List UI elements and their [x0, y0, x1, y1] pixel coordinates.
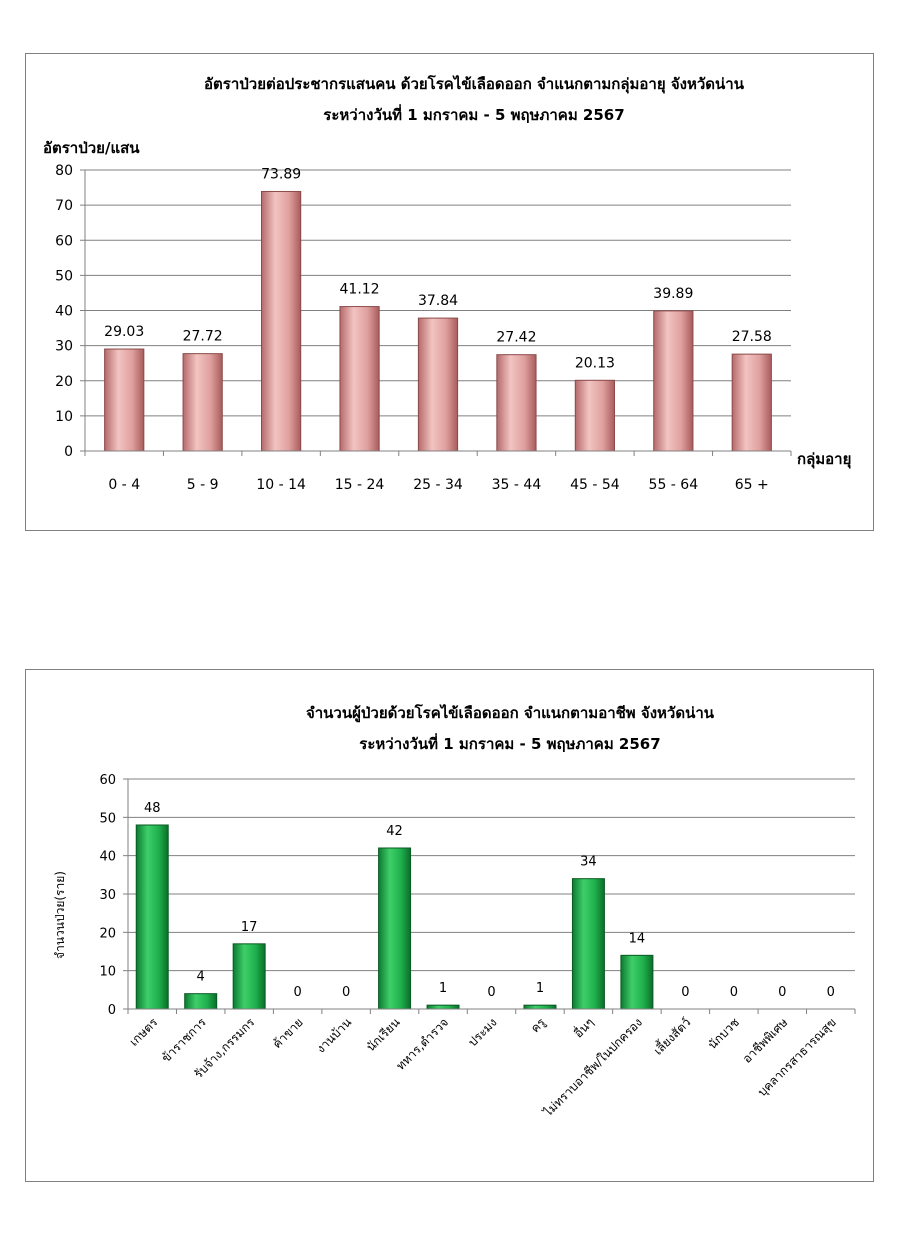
c2-data-label: 34 [580, 855, 597, 870]
c2-bar [378, 847, 412, 1010]
c1-y-tick-label: 20 [55, 374, 73, 390]
chart1-y-axis-title: อัตราป่วย/แสน [43, 139, 140, 157]
c1-y-tick-label: 60 [55, 233, 73, 249]
c2-bar [232, 943, 266, 1010]
c2-data-label: 0 [778, 985, 786, 1000]
c2-y-tick-label: 0 [108, 1003, 116, 1018]
c2-data-label: 0 [681, 985, 689, 1000]
c2-data-label: 17 [241, 920, 258, 935]
c2-bar [620, 954, 654, 1010]
c2-data-label: 42 [386, 824, 403, 839]
occupation-count-chart: จำนวนผู้ป่วยด้วยโรคไข้เลือดออก จำแนกตามอ… [53, 703, 856, 1120]
c1-bar [104, 348, 145, 452]
c2-y-tick-label: 10 [99, 965, 116, 980]
c1-y-tick-label: 10 [55, 409, 73, 425]
c2-category-label: ไม่ทราบอาชีพ/ในปกครอง [540, 1015, 645, 1120]
c1-category-label: 45 - 54 [570, 477, 620, 493]
c1-y-tick-label: 70 [55, 198, 73, 214]
c2-category-label: เลี้ยงสัตว์ [650, 1014, 694, 1058]
chart1-subtitle: ระหว่างวันที่ 1 มกราคม - 5 พฤษภาคม 2567 [323, 104, 624, 124]
c2-bar [135, 824, 169, 1010]
c2-category-label: เกษตร [127, 1015, 161, 1049]
c2-data-label: 0 [293, 985, 301, 1000]
c1-bar [574, 379, 615, 452]
c1-data-label: 41.12 [340, 282, 380, 298]
c1-data-label: 27.58 [732, 329, 772, 345]
c1-data-label: 39.89 [653, 286, 693, 302]
c2-bar [571, 878, 605, 1010]
c2-bar [523, 1004, 557, 1010]
c2-category-label: ครู [528, 1015, 549, 1036]
c1-category-label: 35 - 44 [492, 477, 542, 493]
chart2-subtitle: ระหว่างวันที่ 1 มกราคม - 5 พฤษภาคม 2567 [359, 733, 660, 753]
c2-y-tick-label: 60 [99, 773, 116, 788]
c1-bar [339, 306, 380, 452]
c1-data-label: 73.89 [261, 166, 301, 182]
c1-data-label: 37.84 [418, 293, 458, 309]
c1-bar [731, 353, 772, 452]
c1-category-label: 65 + [735, 477, 769, 493]
c2-data-label: 0 [487, 985, 495, 1000]
c1-bar [261, 190, 302, 452]
c1-data-label: 27.72 [183, 329, 223, 345]
c2-y-tick-label: 30 [99, 888, 116, 903]
c1-y-tick-label: 80 [55, 163, 73, 179]
c1-bar [653, 310, 694, 452]
c2-category-label: นักเรียน [364, 1015, 403, 1054]
chart2-title: จำนวนผู้ป่วยด้วยโรคไข้เลือดออก จำแนกตามอ… [306, 703, 715, 723]
c1-bar [182, 353, 223, 452]
c2-category-label: งานบ้าน [314, 1015, 355, 1056]
chart2-y-axis-title: จำนวนป่วย(ราย) [53, 871, 67, 959]
c2-y-tick-label: 50 [99, 811, 116, 826]
c1-data-label: 27.42 [496, 330, 536, 346]
c2-data-label: 0 [827, 985, 835, 1000]
occupation-chart-panel: จำนวนผู้ป่วยด้วยโรคไข้เลือดออก จำแนกตามอ… [25, 669, 874, 1182]
c2-category-label: ค้าขาย [270, 1015, 306, 1051]
c1-y-tick-label: 50 [55, 268, 73, 284]
c2-data-label: 14 [629, 931, 646, 946]
c2-bar [426, 1004, 460, 1010]
c1-data-label: 29.03 [104, 324, 144, 340]
c2-data-label: 1 [439, 981, 447, 996]
c1-category-label: 25 - 34 [413, 477, 463, 493]
chart1-title: อัตราป่วยต่อประชากรแสนคน ด้วยโรคไข้เลือด… [204, 74, 745, 94]
c2-data-label: 4 [197, 970, 205, 985]
c2-y-tick-label: 20 [99, 926, 116, 941]
c1-category-label: 0 - 4 [108, 477, 140, 493]
c2-data-label: 48 [144, 801, 161, 816]
c2-category-label: อาชีพพิเศษ [740, 1015, 791, 1066]
c2-bar [184, 993, 218, 1010]
c2-category-label: ประมง [465, 1015, 499, 1049]
c1-category-label: 10 - 14 [256, 477, 306, 493]
c1-category-label: 5 - 9 [187, 477, 219, 493]
c1-y-tick-label: 30 [55, 339, 73, 355]
c1-y-tick-label: 0 [64, 444, 73, 460]
c1-category-label: 15 - 24 [335, 477, 385, 493]
c2-category-label: อื่นๆ [570, 1014, 597, 1041]
c2-category-label: ทหาร,ตำรวจ [393, 1015, 451, 1073]
c2-y-tick-label: 40 [99, 850, 116, 865]
c2-category-label: ข้าราชการ [159, 1015, 209, 1065]
age-rate-chart: อัตราป่วยต่อประชากรแสนคน ด้วยโรคไข้เลือด… [43, 74, 851, 493]
age-chart-panel: อัตราป่วยต่อประชากรแสนคน ด้วยโรคไข้เลือด… [25, 53, 874, 531]
c2-data-label: 0 [730, 985, 738, 1000]
c1-bar [496, 354, 537, 452]
chart1-x-axis-title: กลุ่มอายุ [797, 450, 851, 469]
c1-y-tick-label: 40 [55, 304, 73, 320]
c1-category-label: 55 - 64 [649, 477, 699, 493]
c1-data-label: 20.13 [575, 355, 615, 371]
c2-data-label: 0 [342, 985, 350, 1000]
c2-category-label: นักบวช [705, 1015, 742, 1052]
c1-bar [417, 317, 459, 452]
c2-data-label: 1 [536, 981, 544, 996]
